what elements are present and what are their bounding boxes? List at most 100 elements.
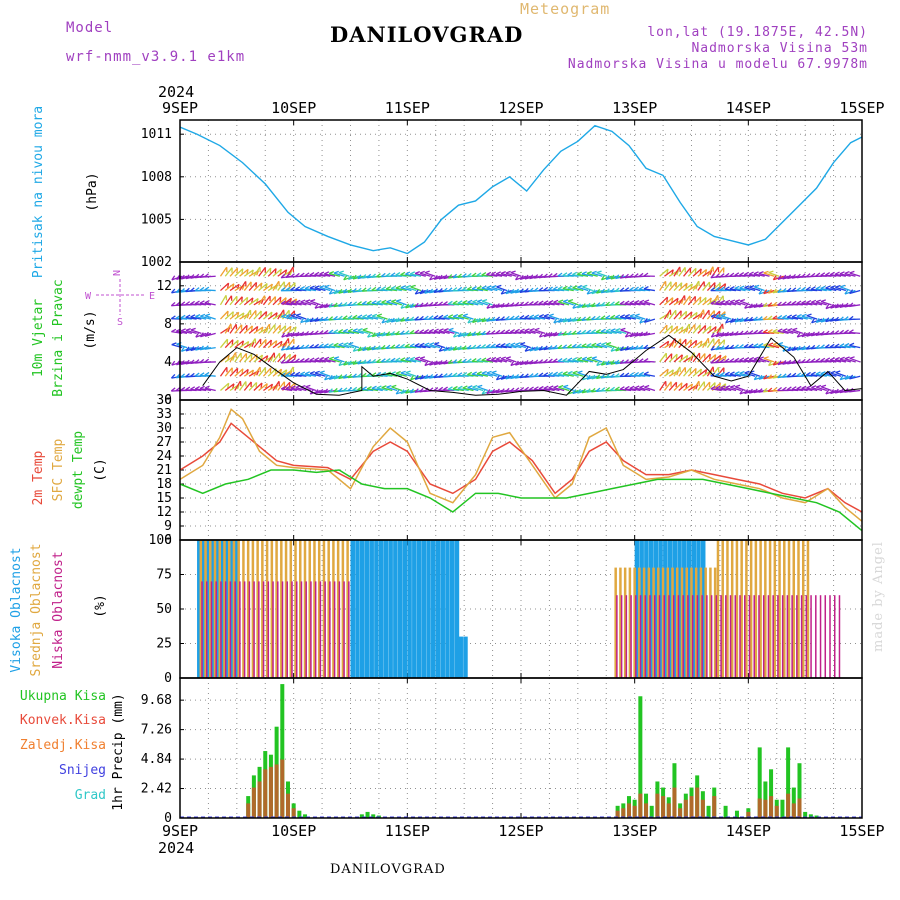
mid-cloud-bar [284,540,288,678]
mid-cloud-bar [745,540,748,678]
x-tick-label-top: 15SEP [839,99,884,117]
mid-cloud-bar [657,567,660,678]
total-precip-bar [808,814,813,818]
low-cloud-bar [272,581,274,678]
mid-cloud-bar [294,540,297,678]
mid-cloud-bar [327,540,330,678]
y-tick-label: 9.68 [141,693,172,708]
wind-barbs [170,266,861,395]
total-precip-bar [757,747,762,818]
total-precip-bar [723,805,728,818]
total-precip-bar [297,810,302,818]
mid-cloud-bar [313,540,316,678]
conv-precip-bar [655,793,660,818]
mid-cloud-bar [740,540,743,678]
high-cloud-bar [445,540,450,678]
high-cloud-bar [426,540,431,678]
low-cloud-bar [639,595,642,678]
low-cloud-bar [343,581,345,678]
total-precip-bar [706,805,711,818]
total-precip-bar [359,814,364,818]
y-tick-label: 27 [156,435,172,450]
meteogram-label: Meteogram [520,0,611,18]
mid-cloud-bar [704,567,707,678]
low-cloud-bar [305,581,307,678]
mid-cloud-bar [336,540,340,678]
mid-cloud-bar [759,540,762,678]
total-precip-bar [769,769,774,818]
conv-precip-bar [291,808,296,818]
conv-precip-bar [661,796,666,818]
total-precip-bar [786,747,791,818]
high-cloud-bar [350,540,355,678]
total-precip-bar [797,763,802,818]
y-tick-label: 9 [164,519,172,534]
mid-cloud-bar [341,540,345,678]
high-cloud-bar [648,540,654,678]
compass-east: E [149,291,155,302]
total-precip-bar [303,814,308,818]
high-cloud-bar [355,540,360,678]
mid-cloud-bar [713,567,717,678]
high-cloud-bar [667,540,673,678]
mid-cloud-bar [213,540,217,678]
low-cloud-bar [658,595,661,678]
mid-cloud-bar [227,540,231,678]
y-tick-label: 0 [164,393,172,408]
mid-cloud-bar [801,540,805,678]
mid-cloud-bar [709,567,712,678]
high-cloud-bar [369,540,374,678]
high-cloud-bar [412,540,417,678]
high-cloud-bar [206,540,212,678]
low-cloud-bar [243,581,246,678]
y-tick-label: 50 [156,602,172,617]
y-tick-label: 1011 [141,127,172,142]
mid-cloud-bar [223,540,226,678]
low-cloud-title: Niska Oblacnost [51,551,66,668]
credit-text: made by Angel [871,541,886,652]
low-cloud-bar [291,581,293,678]
low-cloud-bar [234,581,236,678]
x-tick-label-bottom: 12SEP [498,822,543,840]
mid-cloud-bar [204,540,207,678]
high-cloud-bar [463,636,468,678]
mid-cloud-bar [754,540,758,678]
conv-precip-bar [621,808,626,818]
low-cloud-bar [300,581,303,678]
x-tick-label-bottom: 14SEP [726,822,771,840]
mid-cloud-bar [289,540,293,678]
precip-unit: 1hr Precip (mm) [111,693,126,810]
high-cloud-bar [672,540,678,678]
total-precip-bar [638,696,643,818]
low-cloud-bar [744,595,746,678]
y-tick-label: 7.26 [141,723,172,738]
mid-cloud-bar [735,540,739,678]
y-tick-label: 2.42 [141,782,172,797]
low-cloud-bar [220,581,222,678]
mid-cloud-bar [642,567,646,678]
mid-cloud-bar [308,540,311,678]
mid-cloud-bar [671,567,674,678]
low-cloud-bar [630,595,632,678]
low-cloud-bar [295,581,298,678]
x-tick-label-bottom: 15SEP [839,822,884,840]
low-cloud-bar [687,595,689,678]
y-tick-label: 0 [164,811,172,826]
page-title: DANILOVGRAD [330,22,524,47]
high-cloud-bar [449,540,455,678]
total-precip-bar [803,811,808,818]
low-cloud-bar [748,595,751,678]
dewpoint-title: dewpt Temp [71,431,86,509]
mid-cloud-bar [730,540,734,678]
low-cloud-bar [663,595,665,678]
low-cloud-bar [753,595,755,678]
high-cloud-bar [696,540,701,678]
low-cloud-bar [710,595,713,678]
low-cloud-bar [777,595,779,678]
conv-precip-bar [791,803,796,818]
pressure-title: Pritisak na nivou mora [31,106,46,278]
mid-cloud-bar [261,540,264,678]
temp-sfc-title: SFC Temp [51,439,66,502]
low-cloud-bar [625,595,628,678]
